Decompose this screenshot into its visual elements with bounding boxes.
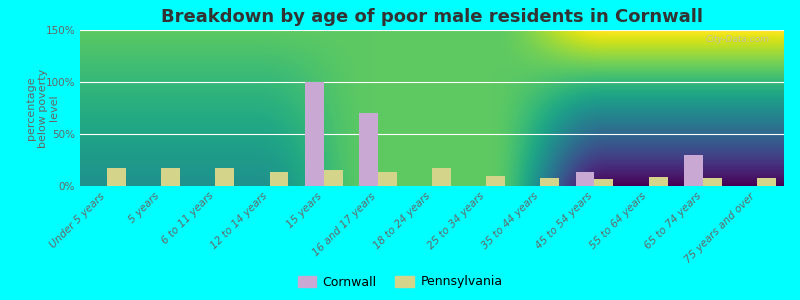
Bar: [162, 168, 180, 186]
Text: City-Data.com: City-Data.com: [706, 35, 770, 44]
Bar: [324, 170, 342, 186]
Bar: [486, 176, 505, 186]
Bar: [215, 168, 234, 186]
Bar: [594, 179, 614, 186]
Legend: Cornwall, Pennsylvania: Cornwall, Pennsylvania: [293, 271, 507, 293]
Bar: [540, 178, 559, 186]
Bar: [432, 168, 451, 186]
Bar: [359, 113, 378, 186]
Y-axis label: percentage
below poverty
level: percentage below poverty level: [26, 68, 59, 148]
Bar: [684, 155, 702, 186]
Bar: [702, 178, 722, 186]
Bar: [305, 82, 324, 186]
Bar: [107, 168, 126, 186]
Title: Breakdown by age of poor male residents in Cornwall: Breakdown by age of poor male residents …: [161, 8, 703, 26]
Bar: [270, 172, 289, 186]
Bar: [649, 177, 667, 186]
Bar: [757, 178, 776, 186]
Bar: [378, 172, 397, 186]
Bar: [575, 172, 594, 186]
